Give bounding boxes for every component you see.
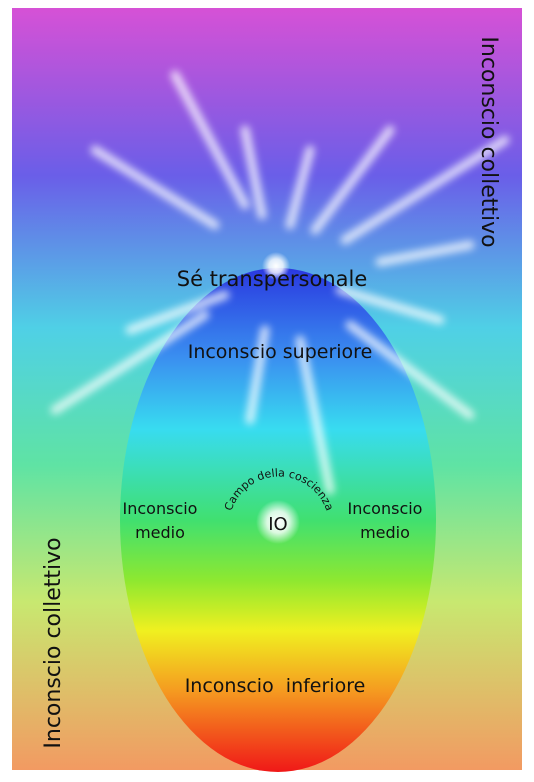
rays — [50, 70, 510, 495]
middle-left-2: medio — [135, 523, 185, 542]
self-star — [262, 252, 290, 280]
ego-label: IO — [268, 514, 287, 535]
middle-left-1: Inconscio — [123, 499, 198, 518]
higher-label: Inconscio superiore — [188, 341, 373, 363]
self-label: Sé transpersonale — [177, 267, 368, 291]
ego-glow — [256, 500, 300, 544]
middle-right-1: Inconscio — [348, 499, 423, 518]
middle-right-2: medio — [360, 523, 410, 542]
lower-label: Inconscio inferiore — [185, 675, 366, 697]
collective-top: Inconscio collettivo — [476, 36, 501, 247]
collective-bottom: Inconscio collettivo — [41, 537, 66, 748]
